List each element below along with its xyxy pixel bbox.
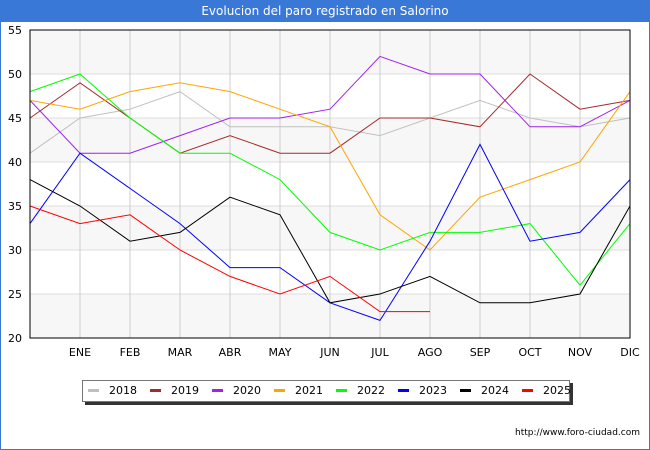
legend-item-2024: 2024 — [460, 384, 509, 397]
y-tick-label: 55 — [8, 24, 22, 37]
legend-label: 2022 — [357, 384, 385, 397]
legend-item-2020: 2020 — [212, 384, 261, 397]
y-tick-label: 45 — [8, 112, 22, 125]
x-tick-label: ABR — [219, 346, 242, 359]
x-tick-label: MAY — [269, 346, 292, 359]
source-url[interactable]: http://www.foro-ciudad.com — [515, 428, 640, 438]
legend-swatch — [150, 389, 161, 392]
x-tick-label: DIC — [620, 346, 640, 359]
x-tick-label: JUL — [370, 346, 389, 359]
x-tick-label: OCT — [518, 346, 541, 359]
y-tick-label: 35 — [8, 200, 22, 213]
x-tick-label: ENE — [69, 346, 91, 359]
legend-item-2023: 2023 — [398, 384, 447, 397]
plot-border — [29, 29, 631, 339]
x-tick-label: FEB — [120, 346, 141, 359]
y-tick-label: 30 — [8, 244, 22, 257]
y-tick-label: 40 — [8, 156, 22, 169]
legend-label: 2023 — [419, 384, 447, 397]
legend-swatch — [460, 389, 471, 392]
x-tick-label: NOV — [568, 346, 593, 359]
legend-label: 2018 — [109, 384, 137, 397]
series-line-2024 — [29, 179, 631, 304]
legend-swatch — [336, 389, 347, 392]
series-line-2021 — [29, 82, 631, 251]
legend-label: 2021 — [295, 384, 323, 397]
series-line-2020 — [29, 55, 631, 154]
legend-swatch — [398, 389, 409, 392]
series-line-2025 — [29, 205, 430, 313]
chart-title: Evolucion del paro registrado en Salorin… — [0, 0, 650, 22]
legend-swatch — [212, 389, 223, 392]
x-tick-label: MAR — [168, 346, 193, 359]
legend-label: 2024 — [481, 384, 509, 397]
legend-item-2018: 2018 — [88, 384, 137, 397]
legend-item-2021: 2021 — [274, 384, 323, 397]
x-tick-label: AGO — [418, 346, 443, 359]
legend: 2018 2019 2020 2021 2022 2023 2024 2025 — [82, 380, 571, 402]
legend-label: 2020 — [233, 384, 261, 397]
legend-label: 2025 — [543, 384, 571, 397]
series-line-2022 — [29, 73, 631, 286]
legend-item-2025: 2025 — [522, 384, 571, 397]
legend-item-2019: 2019 — [150, 384, 199, 397]
legend-swatch — [274, 389, 285, 392]
y-tick-label: 25 — [8, 288, 22, 301]
x-tick-label: SEP — [470, 346, 491, 359]
legend-label: 2019 — [171, 384, 199, 397]
y-tick-label: 50 — [8, 68, 22, 81]
legend-swatch — [522, 389, 533, 392]
legend-item-2022: 2022 — [336, 384, 385, 397]
x-tick-label: JUN — [319, 346, 340, 359]
y-tick-label: 20 — [8, 332, 22, 345]
legend-swatch — [88, 389, 99, 392]
